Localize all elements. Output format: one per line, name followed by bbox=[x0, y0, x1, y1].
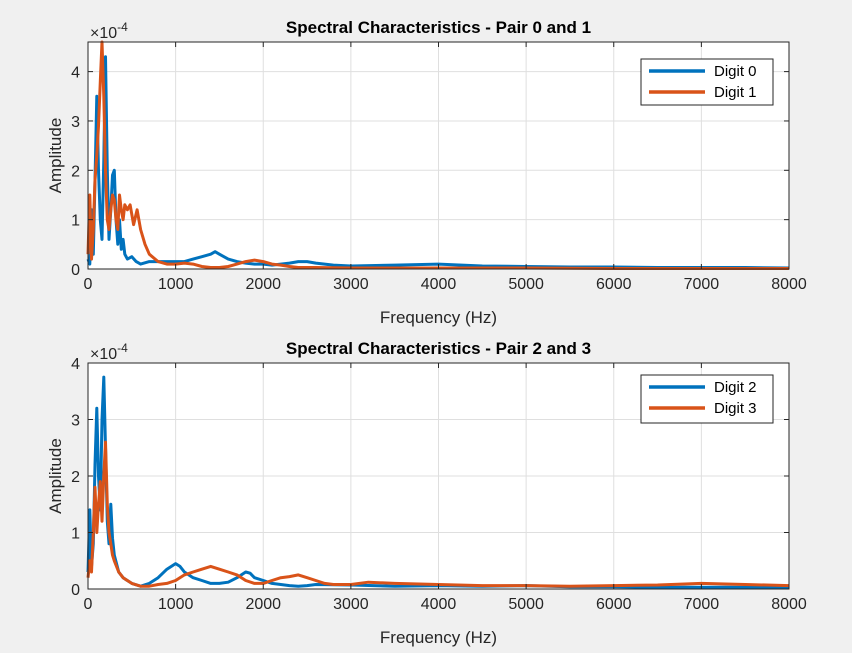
x-tick-label: 8000 bbox=[771, 596, 807, 613]
x-tick-label: 6000 bbox=[596, 276, 632, 293]
x-tick-label: 4000 bbox=[421, 596, 457, 613]
y-tick-label: 1 bbox=[71, 526, 80, 543]
x-tick-label: 7000 bbox=[684, 596, 720, 613]
series-line-digit-3 bbox=[86, 440, 790, 588]
x-tick-label: 7000 bbox=[684, 276, 720, 293]
x-tick-label: 1000 bbox=[158, 276, 194, 293]
y-axis-label: Amplitude bbox=[46, 438, 65, 514]
series-line-digit-1 bbox=[86, 40, 789, 270]
chart-1: 0 1000 2000 3000 4000 5000 6000 7000 8000 0 1 2 3 4 ×1… bbox=[46, 339, 807, 647]
y-axis-label: Amplitude bbox=[46, 118, 65, 194]
y-tick-label: 1 bbox=[71, 213, 80, 230]
legend-box bbox=[640, 374, 774, 424]
x-tick-label: 5000 bbox=[508, 596, 544, 613]
series-line-digit-2 bbox=[86, 375, 789, 589]
x-tick-label: 1000 bbox=[158, 596, 194, 613]
x-tick-label: 5000 bbox=[508, 276, 544, 293]
x-tick-label: 3000 bbox=[333, 596, 369, 613]
legend-box bbox=[640, 58, 774, 106]
legend-label: Digit 1 bbox=[714, 84, 757, 101]
x-tick-label: 0 bbox=[84, 596, 93, 613]
legend: Digit 2 Digit 3 bbox=[640, 374, 774, 424]
x-tick-label: 2000 bbox=[245, 276, 281, 293]
y-tick-label: 0 bbox=[71, 582, 80, 599]
y-tick-label: 0 bbox=[71, 262, 80, 279]
x-tick-label: 2000 bbox=[245, 596, 281, 613]
legend-label: Digit 0 bbox=[714, 63, 757, 80]
x-tick-label: 4000 bbox=[421, 276, 457, 293]
y-tick-label: 2 bbox=[71, 163, 80, 180]
y-tick-label: 4 bbox=[71, 356, 80, 373]
x-axis-label: Frequency (Hz) bbox=[380, 308, 497, 327]
x-tick-label: 8000 bbox=[771, 276, 807, 293]
chart-title: Spectral Characteristics - Pair 2 and 3 bbox=[286, 339, 591, 358]
y-exponent-label: ×10-4 bbox=[90, 341, 128, 363]
x-axis-label: Frequency (Hz) bbox=[380, 628, 497, 647]
legend: Digit 0 Digit 1 bbox=[640, 58, 774, 106]
y-tick-label: 4 bbox=[71, 65, 80, 82]
y-tick-label: 3 bbox=[71, 413, 80, 430]
series-line-digit-0 bbox=[86, 55, 790, 270]
x-tick-label: 0 bbox=[84, 276, 93, 293]
x-tick-label: 6000 bbox=[596, 596, 632, 613]
chart-title: Spectral Characteristics - Pair 0 and 1 bbox=[286, 18, 591, 37]
legend-label: Digit 2 bbox=[714, 379, 757, 396]
x-tick-label: 3000 bbox=[333, 276, 369, 293]
y-tick-label: 2 bbox=[71, 469, 80, 486]
y-tick-label: 3 bbox=[71, 114, 80, 131]
y-exponent-label: ×10-4 bbox=[90, 20, 128, 42]
legend-label: Digit 3 bbox=[714, 400, 757, 417]
chart-0: 0 1000 2000 3000 4000 5000 6000 7000 8000 0 1 2 3 4 ×1… bbox=[46, 18, 807, 327]
